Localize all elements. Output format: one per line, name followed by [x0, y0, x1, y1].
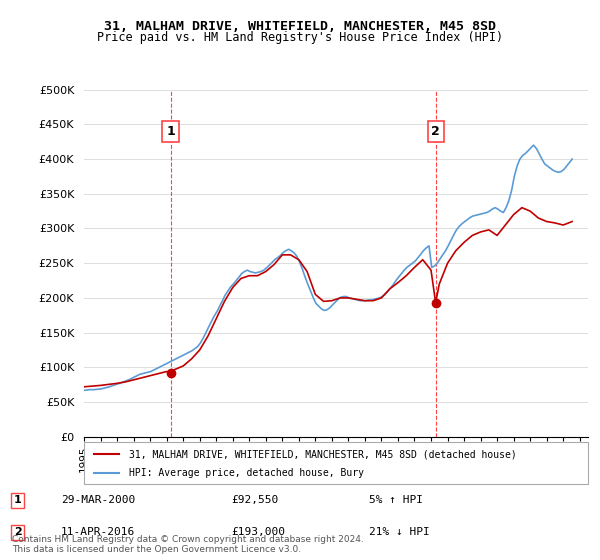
Text: 31, MALHAM DRIVE, WHITEFIELD, MANCHESTER, M45 8SD (detached house): 31, MALHAM DRIVE, WHITEFIELD, MANCHESTER… — [130, 449, 517, 459]
Text: 2: 2 — [14, 528, 22, 538]
Text: 2: 2 — [431, 125, 440, 138]
Text: 5% ↑ HPI: 5% ↑ HPI — [369, 495, 423, 505]
Text: 11-APR-2016: 11-APR-2016 — [61, 528, 135, 538]
Text: 1: 1 — [166, 125, 175, 138]
Text: £92,550: £92,550 — [231, 495, 278, 505]
Text: 31, MALHAM DRIVE, WHITEFIELD, MANCHESTER, M45 8SD: 31, MALHAM DRIVE, WHITEFIELD, MANCHESTER… — [104, 20, 496, 32]
Text: 1: 1 — [14, 495, 22, 505]
Text: Contains HM Land Registry data © Crown copyright and database right 2024.
This d: Contains HM Land Registry data © Crown c… — [12, 535, 364, 554]
Text: 21% ↓ HPI: 21% ↓ HPI — [369, 528, 430, 538]
Text: 29-MAR-2000: 29-MAR-2000 — [61, 495, 135, 505]
Text: HPI: Average price, detached house, Bury: HPI: Average price, detached house, Bury — [130, 468, 364, 478]
FancyBboxPatch shape — [84, 442, 588, 484]
Text: Price paid vs. HM Land Registry's House Price Index (HPI): Price paid vs. HM Land Registry's House … — [97, 31, 503, 44]
Text: £193,000: £193,000 — [231, 528, 285, 538]
